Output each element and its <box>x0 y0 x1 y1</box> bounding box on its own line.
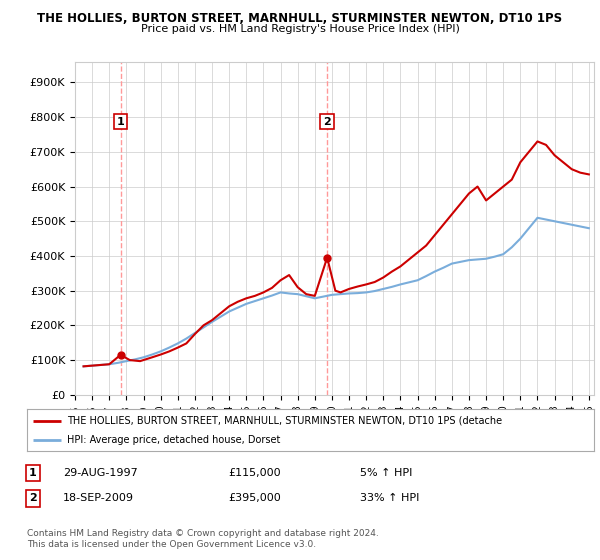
Text: 1: 1 <box>116 116 124 127</box>
Text: £115,000: £115,000 <box>228 468 281 478</box>
Text: Price paid vs. HM Land Registry's House Price Index (HPI): Price paid vs. HM Land Registry's House … <box>140 24 460 34</box>
Text: THE HOLLIES, BURTON STREET, MARNHULL, STURMINSTER NEWTON, DT10 1PS: THE HOLLIES, BURTON STREET, MARNHULL, ST… <box>37 12 563 25</box>
Text: 33% ↑ HPI: 33% ↑ HPI <box>360 493 419 503</box>
Text: 1: 1 <box>29 468 37 478</box>
Text: 29-AUG-1997: 29-AUG-1997 <box>63 468 138 478</box>
Text: THE HOLLIES, BURTON STREET, MARNHULL, STURMINSTER NEWTON, DT10 1PS (detache: THE HOLLIES, BURTON STREET, MARNHULL, ST… <box>67 416 502 426</box>
Text: Contains HM Land Registry data © Crown copyright and database right 2024.
This d: Contains HM Land Registry data © Crown c… <box>27 529 379 549</box>
Text: £395,000: £395,000 <box>228 493 281 503</box>
Text: 2: 2 <box>323 116 331 127</box>
Text: 2: 2 <box>29 493 37 503</box>
Text: 18-SEP-2009: 18-SEP-2009 <box>63 493 134 503</box>
Text: 5% ↑ HPI: 5% ↑ HPI <box>360 468 412 478</box>
Text: HPI: Average price, detached house, Dorset: HPI: Average price, detached house, Dors… <box>67 435 280 445</box>
